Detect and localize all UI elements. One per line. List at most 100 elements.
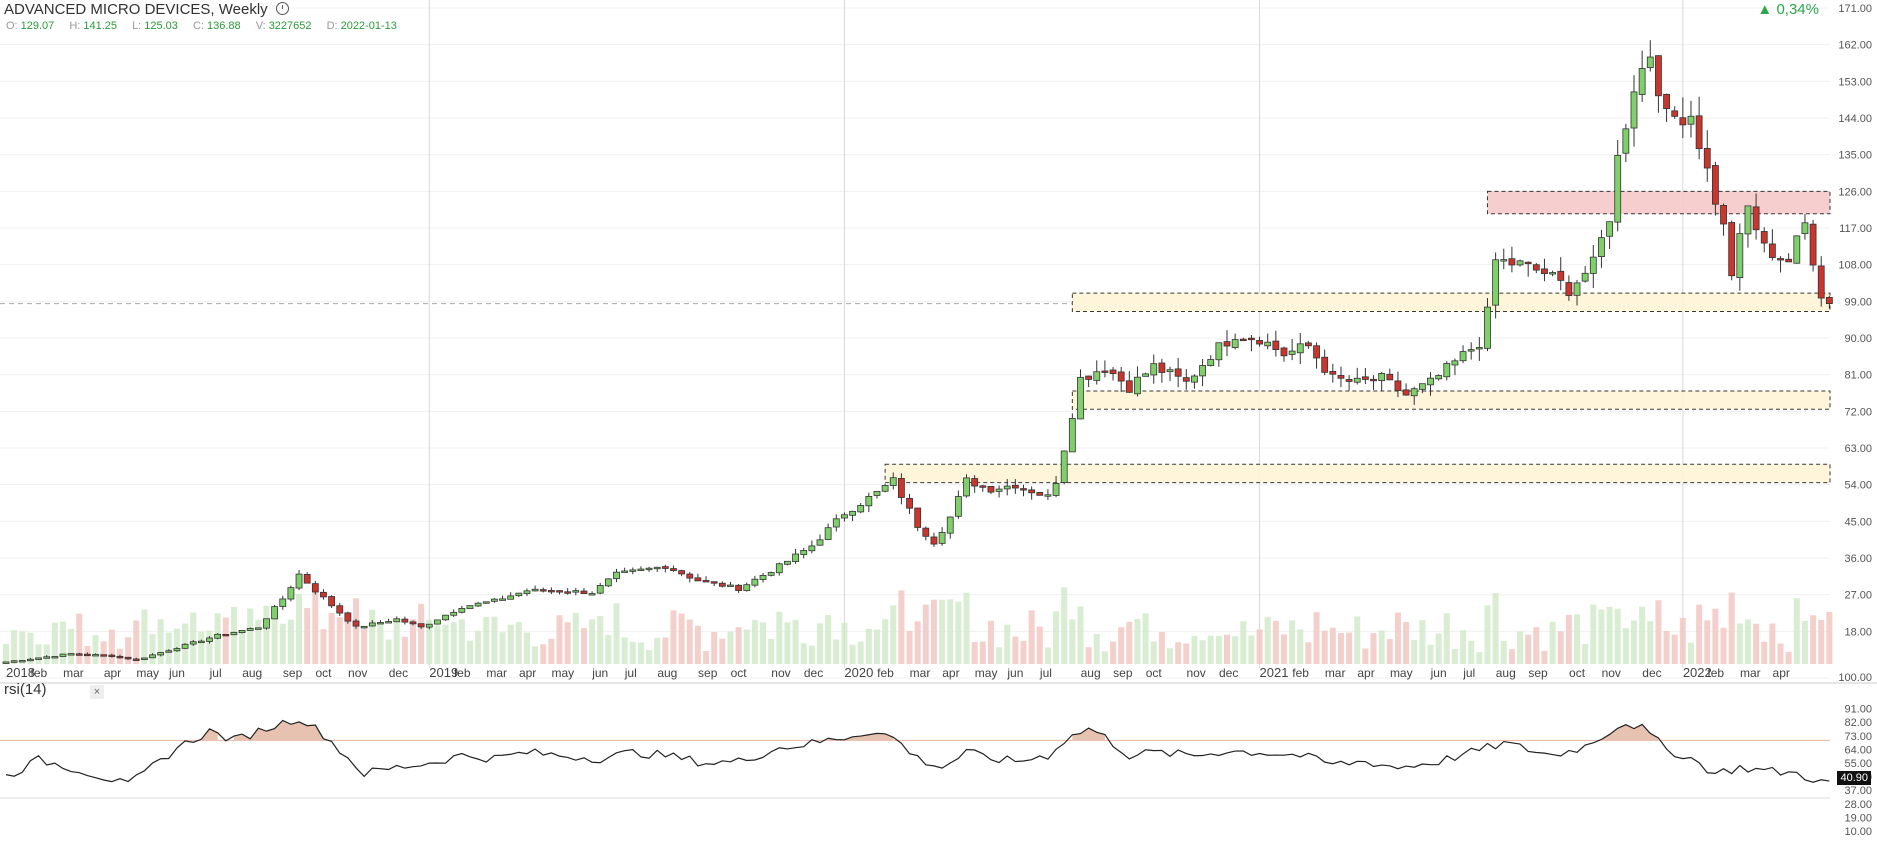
bullish-candle[interactable] bbox=[254, 627, 262, 630]
bearish-candle[interactable] bbox=[1101, 370, 1109, 373]
bullish-candle[interactable] bbox=[841, 514, 848, 519]
bearish-candle[interactable] bbox=[694, 577, 702, 582]
bearish-candle[interactable] bbox=[1777, 258, 1784, 261]
bullish-candle[interactable] bbox=[197, 640, 205, 644]
bearish-candle[interactable] bbox=[1695, 115, 1703, 150]
bullish-candle[interactable] bbox=[653, 566, 661, 570]
bullish-candle[interactable] bbox=[165, 650, 173, 653]
bearish-candle[interactable] bbox=[1117, 371, 1125, 382]
bearish-candle[interactable] bbox=[352, 620, 360, 627]
bullish-candle[interactable] bbox=[181, 643, 189, 649]
bearish-candle[interactable] bbox=[1532, 264, 1540, 271]
bearish-candle[interactable] bbox=[930, 536, 938, 545]
bearish-candle[interactable] bbox=[1663, 93, 1670, 109]
bearish-candle[interactable] bbox=[1337, 375, 1345, 379]
bullish-candle[interactable] bbox=[1801, 222, 1809, 235]
bullish-candle[interactable] bbox=[1630, 91, 1638, 129]
bullish-candle[interactable] bbox=[596, 585, 604, 594]
bullish-candle[interactable] bbox=[775, 563, 783, 574]
bearish-candle[interactable] bbox=[1557, 270, 1565, 281]
bullish-candle[interactable] bbox=[482, 601, 490, 604]
bearish-candle[interactable] bbox=[1752, 206, 1760, 231]
bullish-candle[interactable] bbox=[881, 485, 889, 492]
bearish-candle[interactable] bbox=[1239, 338, 1247, 342]
bearish-candle[interactable] bbox=[344, 612, 352, 622]
clock-icon[interactable] bbox=[275, 2, 289, 15]
bullish-candle[interactable] bbox=[1427, 377, 1434, 386]
bearish-candle[interactable] bbox=[1011, 484, 1019, 489]
bearish-candle[interactable] bbox=[1671, 110, 1679, 117]
bullish-candle[interactable] bbox=[857, 505, 865, 513]
bullish-candle[interactable] bbox=[43, 656, 51, 659]
bearish-candle[interactable] bbox=[556, 590, 563, 593]
bullish-candle[interactable] bbox=[1296, 343, 1304, 354]
bullish-candle[interactable] bbox=[1044, 494, 1052, 497]
bullish-candle[interactable] bbox=[157, 652, 165, 656]
bullish-candle[interactable] bbox=[67, 653, 75, 656]
bearish-candle[interactable] bbox=[1817, 265, 1825, 299]
bearish-candle[interactable] bbox=[1272, 340, 1280, 351]
bullish-candle[interactable] bbox=[1166, 369, 1174, 373]
bullish-candle[interactable] bbox=[751, 578, 759, 586]
bullish-candle[interactable] bbox=[385, 621, 392, 624]
bullish-candle[interactable] bbox=[271, 606, 279, 620]
bullish-candle[interactable] bbox=[1581, 272, 1589, 282]
bearish-candle[interactable] bbox=[1223, 341, 1231, 347]
bullish-candle[interactable] bbox=[1646, 56, 1654, 69]
bullish-candle[interactable] bbox=[629, 569, 637, 572]
bullish-candle[interactable] bbox=[490, 598, 498, 602]
bullish-candle[interactable] bbox=[450, 611, 458, 616]
bullish-candle[interactable] bbox=[393, 618, 401, 623]
bullish-candle[interactable] bbox=[18, 660, 26, 663]
bullish-candle[interactable] bbox=[865, 496, 873, 507]
bullish-candle[interactable] bbox=[1052, 483, 1060, 496]
bearish-candle[interactable] bbox=[1125, 380, 1133, 393]
bullish-candle[interactable] bbox=[946, 516, 954, 534]
bullish-candle[interactable] bbox=[816, 539, 824, 546]
bearish-candle[interactable] bbox=[409, 621, 417, 625]
bullish-candle[interactable] bbox=[1516, 260, 1524, 266]
bearish-candle[interactable] bbox=[1329, 371, 1337, 375]
bearish-candle[interactable] bbox=[1361, 376, 1369, 380]
bullish-candle[interactable] bbox=[1150, 363, 1158, 376]
bearish-candle[interactable] bbox=[84, 653, 91, 657]
bullish-candle[interactable] bbox=[59, 653, 67, 657]
bearish-candle[interactable] bbox=[320, 591, 327, 598]
bullish-candle[interactable] bbox=[849, 510, 856, 516]
bearish-candle[interactable] bbox=[401, 618, 409, 623]
bullish-candle[interactable] bbox=[954, 496, 962, 517]
bullish-candle[interactable] bbox=[499, 598, 506, 601]
bullish-candle[interactable] bbox=[206, 637, 213, 642]
bearish-candle[interactable] bbox=[686, 573, 694, 579]
bullish-candle[interactable] bbox=[613, 571, 620, 580]
bearish-candle[interactable] bbox=[1825, 296, 1833, 304]
bearish-candle[interactable] bbox=[336, 605, 344, 614]
bearish-candle[interactable] bbox=[1313, 345, 1320, 359]
bullish-candle[interactable] bbox=[35, 657, 42, 660]
bullish-candle[interactable] bbox=[51, 656, 59, 659]
bullish-candle[interactable] bbox=[1199, 365, 1206, 377]
bullish-candle[interactable] bbox=[434, 619, 441, 625]
bearish-candle[interactable] bbox=[1728, 222, 1736, 277]
bullish-candle[interactable] bbox=[1264, 341, 1272, 347]
bearish-candle[interactable] bbox=[1370, 378, 1377, 382]
bearish-candle[interactable] bbox=[547, 590, 555, 593]
bullish-candle[interactable] bbox=[873, 490, 881, 496]
bearish-candle[interactable] bbox=[1020, 488, 1027, 491]
bearish-candle[interactable] bbox=[1280, 347, 1288, 357]
bearish-candle[interactable] bbox=[670, 568, 677, 571]
bullish-candle[interactable] bbox=[1207, 359, 1215, 366]
bearish-candle[interactable] bbox=[132, 658, 140, 661]
bullish-candle[interactable] bbox=[1638, 68, 1646, 95]
bullish-candle[interactable] bbox=[1744, 205, 1752, 235]
bullish-candle[interactable] bbox=[1484, 306, 1491, 349]
bullish-candle[interactable] bbox=[1687, 115, 1695, 125]
bearish-candle[interactable] bbox=[735, 584, 742, 591]
bearish-candle[interactable] bbox=[1248, 337, 1255, 341]
bullish-candle[interactable] bbox=[645, 567, 653, 571]
bearish-candle[interactable] bbox=[108, 654, 116, 657]
bullish-candle[interactable] bbox=[1288, 350, 1296, 355]
bearish-candle[interactable] bbox=[1655, 55, 1662, 97]
bullish-candle[interactable] bbox=[1589, 256, 1597, 274]
bearish-candle[interactable] bbox=[922, 527, 930, 537]
